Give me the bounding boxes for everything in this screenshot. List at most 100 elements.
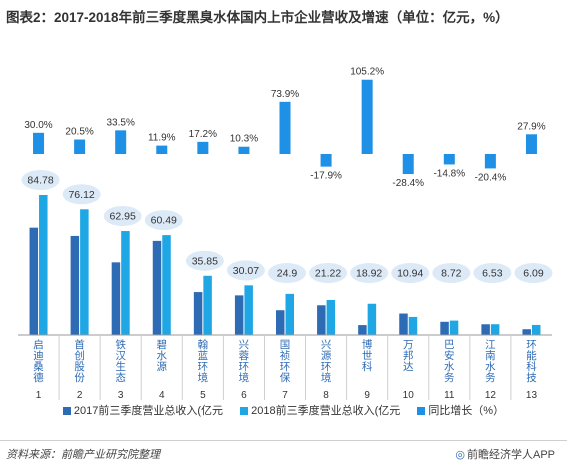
category-index: 3 (118, 390, 124, 400)
growth-bars-layer: 30.0% 20.5% 33.5% 11.9% 17.2% 10.3% 73.9% -17.9… (24, 67, 545, 189)
growth-bar (156, 145, 168, 154)
growth-bar (484, 154, 496, 169)
growth-label: 105.2% (350, 67, 384, 78)
growth-bar (238, 146, 250, 154)
bar-2018 (162, 235, 171, 335)
growth-bar (197, 141, 209, 154)
growth-label: -20.4% (475, 172, 507, 183)
bar-2018 (80, 209, 89, 335)
category-label: 铁汉生态 (115, 338, 126, 384)
value-label-bubble (391, 263, 430, 283)
category-label: 碧水源 (157, 339, 168, 373)
value-label-2018: 76.12 (68, 189, 94, 201)
growth-bar (279, 101, 291, 154)
growth-bar (361, 79, 373, 154)
bar-2017 (276, 310, 285, 335)
category-index: 1 (36, 390, 42, 400)
bar-2017 (29, 227, 39, 335)
category-label: 江南水务 (485, 339, 496, 384)
revenue-bars-layer: 84.78 76.12 62.95 60.49 35.85 30.07 24.9 21.22 1… (21, 170, 553, 335)
category-index: 13 (526, 390, 538, 400)
bar-2018 (326, 299, 336, 335)
value-label-bubble (185, 250, 224, 271)
legend: 2017前三季度营业总收入(亿元 2018前三季度营业总收入(亿元 同比增长（%… (0, 402, 567, 418)
growth-label: -17.9% (310, 171, 342, 182)
growth-label: 33.5% (107, 117, 135, 128)
bar-2017 (111, 262, 121, 335)
bar-2018 (490, 324, 500, 335)
growth-bar (525, 134, 537, 154)
bar-2018 (121, 231, 130, 335)
value-label-bubble (144, 210, 183, 231)
bar-2017 (358, 325, 367, 335)
category-index: 2 (77, 390, 83, 400)
bar-2018 (39, 195, 48, 335)
brand-logo-icon: ◎ (455, 449, 465, 461)
value-label-2018: 10.94 (397, 268, 423, 280)
chart-canvas: 30.0% 20.5% 33.5% 11.9% 17.2% 10.3% 73.9% -17.9… (18, 67, 553, 400)
value-label-2018: 30.07 (233, 265, 259, 277)
category-index: 8 (323, 390, 329, 400)
growth-label: 11.9% (148, 133, 176, 144)
brand-mark: ◎ 前瞻经济学人APP (455, 446, 555, 462)
legend-item-2018: 2018前三季度营业总收入(亿元 (240, 402, 400, 418)
brand-name: 前瞻经济学人APP (466, 449, 555, 461)
footer-divider (0, 440, 567, 441)
growth-label: -14.8% (433, 168, 465, 179)
growth-label: 73.9% (271, 89, 299, 100)
bar-2017 (399, 313, 408, 335)
category-index: 12 (485, 390, 497, 400)
growth-label: -28.4% (392, 178, 424, 189)
category-label: 环能科技 (526, 339, 537, 384)
bar-2018 (531, 324, 541, 335)
bar-2018 (367, 303, 377, 335)
value-label-bubble (432, 263, 471, 283)
value-label-2018: 8.72 (441, 268, 462, 280)
category-index: 7 (282, 390, 288, 400)
value-label-2018: 21.22 (315, 268, 341, 280)
bar-2017 (234, 295, 244, 335)
legend-item-2017: 2017前三季度营业总收入(亿元 (62, 402, 224, 418)
category-label: 巴安水务 (444, 339, 455, 384)
category-index: 10 (403, 390, 415, 400)
category-label: 博世科 (362, 338, 373, 373)
bar-2018 (408, 316, 418, 335)
growth-bar (320, 154, 332, 167)
value-label-2018: 84.78 (27, 175, 53, 187)
growth-bar (33, 132, 45, 154)
category-label: 兴蓉环境 (239, 339, 250, 384)
category-label: 首创股份 (74, 338, 85, 384)
legend-swatch-growth (417, 407, 426, 415)
bar-2017 (152, 240, 162, 335)
value-label-bubble (226, 260, 265, 281)
value-label-2018: 24.9 (277, 268, 298, 280)
growth-bar (74, 139, 86, 154)
growth-label: 17.2% (189, 129, 217, 140)
growth-bar (443, 154, 455, 165)
value-label-bubble (350, 263, 389, 283)
legend-label-2017: 2017前三季度营业总收入(亿元 (73, 405, 224, 417)
legend-label-growth: 同比增长（%） (428, 405, 505, 417)
value-label-2018: 60.49 (151, 215, 177, 227)
growth-label: 10.3% (230, 134, 258, 145)
bar-2017 (70, 235, 80, 335)
category-label: 翰蓝环境 (198, 338, 209, 384)
category-label: 万邦达 (403, 339, 414, 373)
value-label-2018: 6.53 (482, 268, 503, 280)
value-label-2018: 18.92 (356, 268, 382, 280)
value-label-bubble (473, 263, 512, 283)
legend-label-2018: 2018前三季度营业总收入(亿元 (251, 405, 401, 417)
bar-2018 (203, 275, 212, 335)
bar-2017 (440, 321, 449, 335)
value-label-bubble (62, 184, 101, 205)
value-label-bubble (103, 206, 142, 227)
bar-2018 (244, 285, 253, 335)
growth-bar (402, 154, 414, 175)
category-label: 国祯环保 (280, 339, 291, 384)
value-label-2018: 62.95 (110, 211, 136, 223)
bar-2018 (285, 293, 294, 335)
value-label-bubble (309, 263, 348, 283)
category-label: 启迪桑德 (33, 338, 44, 384)
value-label-2018: 35.85 (192, 255, 218, 267)
category-index: 11 (444, 390, 455, 400)
